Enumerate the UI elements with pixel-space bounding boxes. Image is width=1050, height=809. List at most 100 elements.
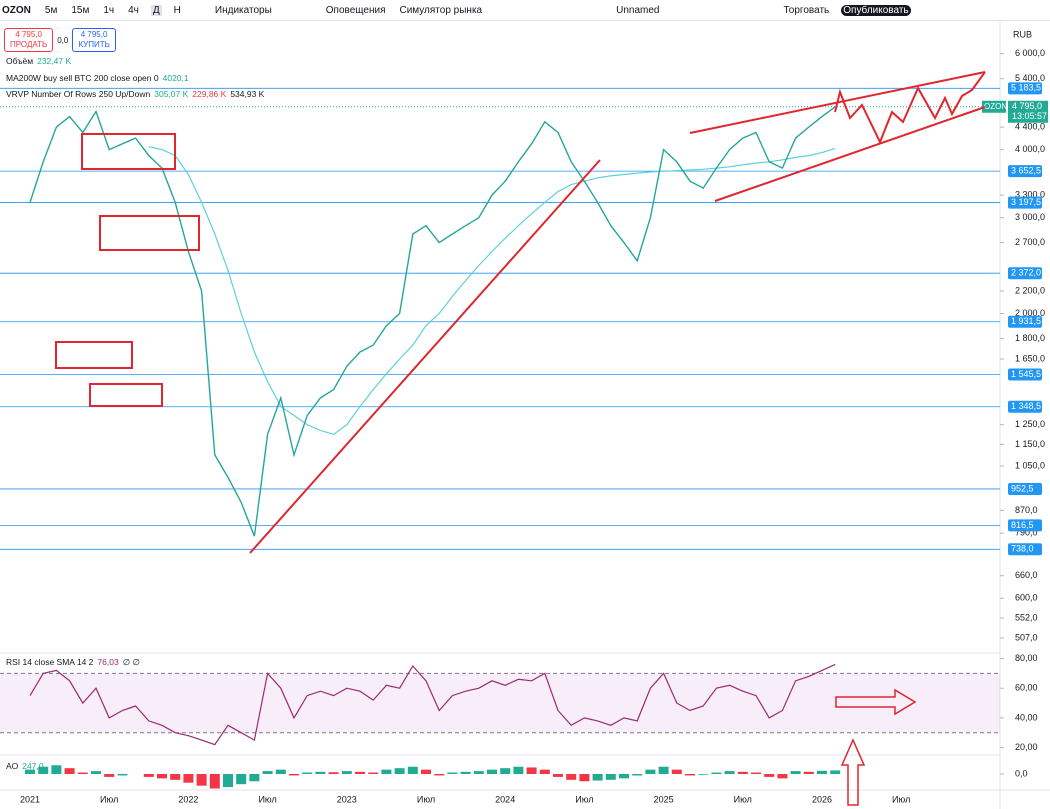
ao-bar <box>328 772 339 774</box>
ao-bar <box>460 771 471 774</box>
ao-bar <box>64 768 75 774</box>
ao-bar <box>262 771 273 774</box>
currency: RUB <box>1013 29 1032 39</box>
level-label: 3 197,5 <box>1011 197 1041 207</box>
y-tick-label: 0,0 <box>1015 768 1028 778</box>
level-badge <box>1008 165 1042 178</box>
ao-bar <box>632 774 643 776</box>
ao-bar <box>341 771 352 774</box>
interval[interactable]: 4ч <box>128 4 139 16</box>
legend-value: 232,47 K <box>37 56 72 66</box>
arrow <box>835 688 917 716</box>
ao-bar <box>777 774 788 779</box>
legend-value: ∅ ∅ <box>122 657 140 667</box>
interval[interactable]: 1ч <box>103 4 115 16</box>
ao-bar <box>658 766 669 774</box>
publish-button[interactable]: Опубликовать <box>841 4 911 16</box>
ao-bar <box>275 769 286 774</box>
ao-bar <box>51 765 62 774</box>
x-tick-label: 2026 <box>812 794 832 804</box>
x-tick-label: Июл <box>258 794 276 804</box>
y-tick-label: 870,0 <box>1015 505 1038 515</box>
ao-bar <box>803 771 814 774</box>
price-line <box>29 106 836 537</box>
last-symbol: OZON <box>984 102 1007 111</box>
rsi-band <box>0 673 1000 733</box>
y-tick-label: 2 700,0 <box>1015 237 1045 247</box>
last-badge <box>1008 100 1048 123</box>
x-tick-label: 2022 <box>178 794 198 804</box>
ao-bar <box>698 774 709 775</box>
alerts-button[interactable]: Оповещения <box>325 4 386 16</box>
ao-bar <box>711 772 722 774</box>
ao-bar <box>724 771 735 774</box>
trend-line <box>689 71 986 134</box>
y-tick-label: 6 000,0 <box>1015 48 1045 58</box>
level-label: 1 348,5 <box>1011 401 1041 411</box>
ao-bar <box>368 772 379 774</box>
rsi-line <box>29 663 836 746</box>
replay-button[interactable]: Симулятор рынка <box>399 4 483 16</box>
interval[interactable]: 5м <box>44 4 58 16</box>
ao-bar <box>196 774 207 786</box>
ao-bar <box>487 769 497 774</box>
toolbar: OZON 5м 15м 1ч 4ч Д Н Индикаторы Оповеще… <box>0 0 1050 21</box>
sell-label: ПРОДАТЬ <box>10 40 48 49</box>
x-tick-label: 2023 <box>337 794 357 804</box>
box <box>55 341 133 369</box>
ao-bar <box>764 774 775 777</box>
box <box>99 215 200 251</box>
y-tick-label: 40,00 <box>1015 712 1038 722</box>
x-tick-label: 2025 <box>654 794 674 804</box>
chart: RUB 6 000,05 400,04 400,04 000,03 300,03… <box>0 21 1050 809</box>
y-tick-label: 1 650,0 <box>1015 353 1045 363</box>
ao-bar <box>434 774 445 776</box>
interval[interactable]: Д <box>150 4 162 16</box>
countdown: 13:05:57 <box>1012 111 1047 121</box>
interval[interactable]: Н <box>173 4 181 16</box>
level-badge <box>1008 543 1042 556</box>
level-badge <box>1008 315 1042 328</box>
level-badge <box>1008 482 1042 495</box>
ao-bar <box>77 772 88 774</box>
ao-bar <box>619 774 629 779</box>
layout-name[interactable]: Unnamed <box>616 4 660 16</box>
trend-line <box>714 106 986 202</box>
ao-bar <box>790 771 801 774</box>
sell-button[interactable]: 4 795,0 ПРОДАТЬ <box>4 28 54 52</box>
indicators-button[interactable]: Индикаторы <box>214 4 272 16</box>
interval[interactable]: 15м <box>71 4 90 16</box>
sell-price: 4 795,0 <box>15 30 42 39</box>
ao-bar <box>830 770 841 774</box>
y-tick-label: 2 000,0 <box>1015 308 1045 318</box>
ao-bar <box>566 774 577 780</box>
symbol[interactable]: OZON <box>2 4 31 16</box>
level-badge <box>1008 519 1042 532</box>
last-badge <box>982 100 1006 113</box>
y-tick-label: 60,00 <box>1015 683 1038 693</box>
ma-line <box>148 146 836 435</box>
y-tick-label: 1 800,0 <box>1015 333 1045 343</box>
ao-bar <box>605 774 616 780</box>
y-tick-label: 20,00 <box>1015 742 1038 752</box>
y-tick-label: 660,0 <box>1015 570 1038 580</box>
legend-value: 4020,1 <box>162 73 189 83</box>
legend-value: 229,86 K <box>192 89 227 99</box>
buy-button[interactable]: 4 795,0 КУПИТЬ <box>72 28 116 52</box>
ao-bar <box>817 770 827 774</box>
ao-bar <box>91 771 101 774</box>
ao-bar <box>183 774 194 783</box>
ao-bar <box>143 774 154 777</box>
y-tick-label: 790,0 <box>1015 528 1038 538</box>
level-label: 3 652,5 <box>1011 165 1041 175</box>
ao-bar <box>249 774 260 782</box>
y-tick-label: 1 250,0 <box>1015 419 1045 429</box>
level-label: 738,0 <box>1011 544 1034 554</box>
trade-button[interactable]: Торговать <box>783 4 830 16</box>
y-tick-label: 600,0 <box>1015 593 1038 603</box>
y-tick-label: 1 050,0 <box>1015 460 1045 470</box>
ao-bar <box>513 766 524 774</box>
y-tick-label: 4 400,0 <box>1015 121 1045 131</box>
last-price: 4 795,0 <box>1012 101 1042 111</box>
ao-bar <box>645 769 656 774</box>
